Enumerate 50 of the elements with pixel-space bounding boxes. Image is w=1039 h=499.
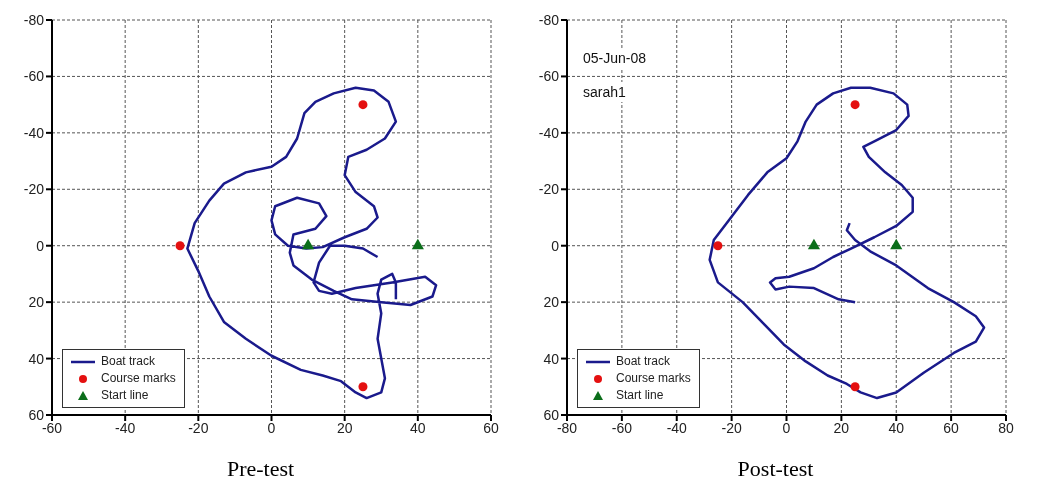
point [713, 241, 723, 251]
y-tick-label: -80 [538, 11, 560, 28]
text: Pre-test [225, 456, 296, 482]
y-tick-label: -60 [538, 68, 560, 85]
y-tick-label: 0 [551, 237, 560, 254]
point [411, 238, 424, 250]
point [807, 238, 821, 250]
annotation: sarah1 [579, 82, 651, 102]
legend-label: Start line [101, 387, 149, 404]
point [890, 238, 903, 250]
point [302, 238, 315, 250]
y-tick-label: -80 [23, 11, 45, 28]
legend-label: Course marks [616, 370, 691, 387]
x-tick-label: -40 [115, 419, 136, 436]
y-tick-label: -40 [538, 124, 560, 141]
legend-label: Course marks [101, 370, 176, 387]
legend-label: Boat track [101, 353, 156, 370]
point [358, 100, 368, 110]
point [358, 382, 368, 392]
y-tick-label: -20 [23, 181, 45, 198]
line-series [186, 86, 438, 400]
x-tick-label: -40 [666, 419, 688, 436]
y-tick-label: -20 [538, 181, 560, 198]
y-tick-label: 40 [543, 350, 560, 367]
x-tick-label: -20 [188, 419, 209, 436]
y-tick-label: 20 [28, 294, 45, 311]
x-tick-label: -20 [721, 419, 742, 436]
y-tick-label: 20 [543, 294, 560, 311]
annotation: 05-Jun-08 [579, 48, 651, 68]
point [850, 100, 860, 110]
text: Post-test [736, 456, 815, 482]
y-tick-label: 0 [36, 237, 45, 254]
legend-label: Boat track [616, 353, 671, 370]
x-tick-label: 40 [888, 419, 905, 436]
x-tick-label: 60 [483, 419, 499, 436]
line-series [708, 86, 986, 400]
legend-label: Start line [616, 387, 664, 404]
y-tick-label: -60 [23, 68, 45, 85]
point [850, 382, 860, 392]
x-tick-label: 0 [782, 419, 791, 436]
x-tick-label: 20 [336, 419, 353, 436]
point [175, 241, 185, 251]
y-tick-label: 40 [28, 350, 45, 367]
x-tick-label: 0 [267, 419, 276, 436]
x-tick-label: -60 [611, 419, 633, 436]
x-tick-label: 20 [833, 419, 850, 436]
y-tick-label: -40 [23, 124, 45, 141]
x-tick-label: 40 [410, 419, 426, 436]
x-tick-label: 80 [998, 419, 1014, 436]
x-tick-label: 60 [943, 419, 960, 436]
